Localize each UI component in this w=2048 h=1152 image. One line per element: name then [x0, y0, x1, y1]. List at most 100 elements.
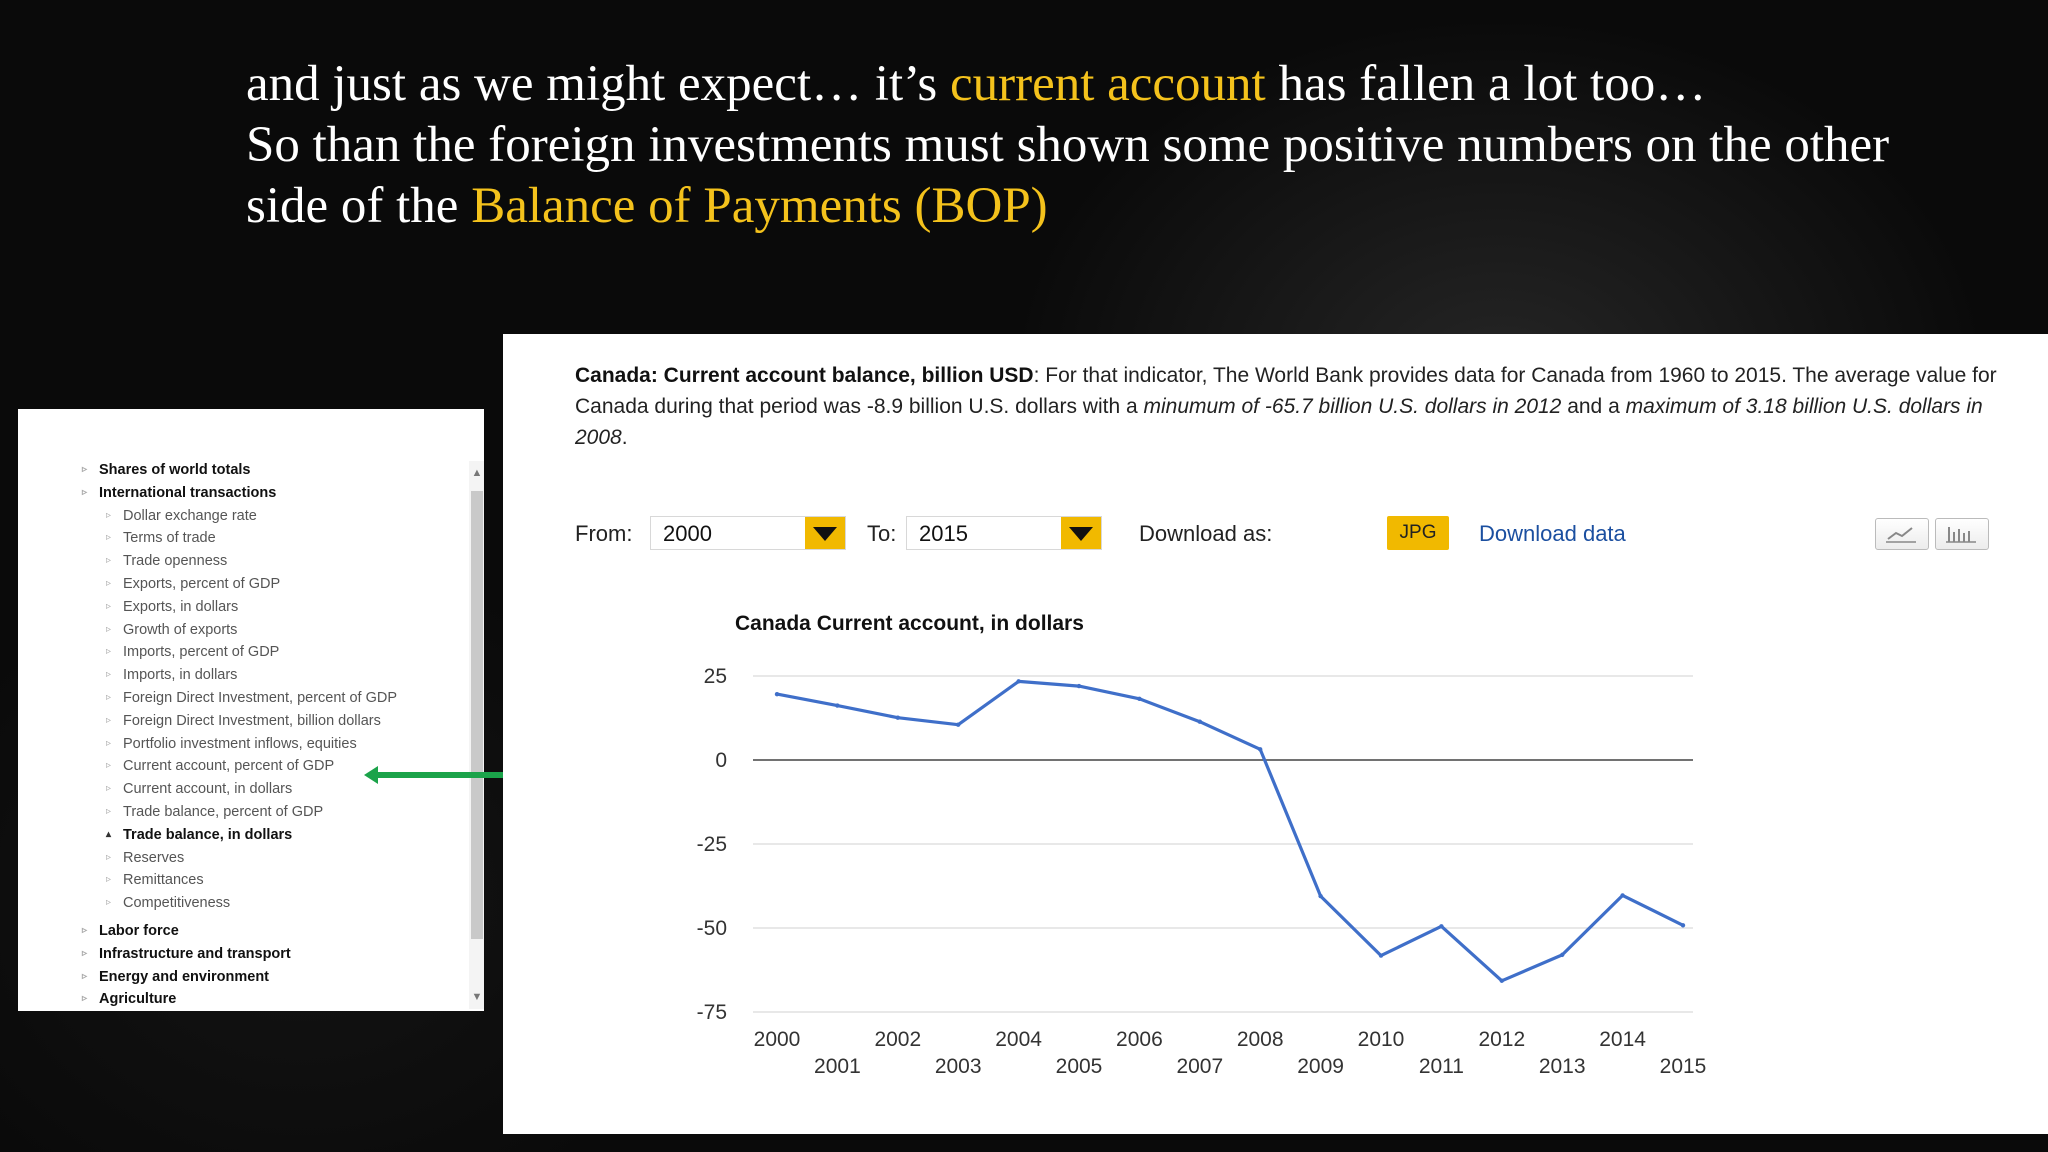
chevron-down-icon[interactable]	[1061, 517, 1101, 549]
collapsed-triangle-icon: ▹	[82, 464, 88, 475]
x-tick-label: 2005	[1056, 1055, 1103, 1078]
data-point	[1197, 719, 1202, 724]
chart-title: Canada Current account, in dollars	[735, 612, 1084, 635]
x-tick-label: 2008	[1237, 1028, 1284, 1051]
sidebar-item-label: Trade balance, percent of GDP	[123, 803, 324, 820]
sidebar-item[interactable]: ▹ Current account, in dollars	[18, 778, 458, 801]
sidebar-item[interactable]: ▹ Infrastructure and transport	[18, 943, 458, 966]
x-tick-label: 2011	[1419, 1055, 1464, 1078]
sidebar-item[interactable]: ▹ Energy and environment	[18, 966, 458, 989]
bar-chart-icon	[1946, 527, 1976, 543]
description-max: maximum of 3.18 billion U.S. dollars in …	[575, 395, 1983, 449]
sidebar-item[interactable]: ▹ Shares of world totals	[18, 459, 458, 482]
collapsed-triangle-icon: ▹	[106, 783, 112, 795]
sidebar-item[interactable]: ▹ Remittances	[18, 869, 458, 892]
chart-controls: From: 2000 To: 2015 Download as: JPG Dow…	[575, 516, 2035, 552]
sidebar-item-label: Exports, percent of GDP	[123, 575, 281, 592]
data-point	[1378, 953, 1384, 958]
sidebar-item[interactable]: ▹ Dollar exchange rate	[18, 505, 458, 528]
scroll-up-icon[interactable]: ▲	[471, 467, 483, 479]
sidebar-item[interactable]: ▴ Trade balance, in dollars	[18, 824, 458, 847]
sidebar-item[interactable]: ▹ Exports, percent of GDP	[18, 573, 458, 596]
collapsed-triangle-icon: ▹	[106, 532, 112, 544]
series-line	[776, 679, 1684, 983]
to-label: To:	[867, 521, 897, 546]
sidebar-item[interactable]: ▹ International transactions	[18, 482, 458, 505]
sidebar-item[interactable]: ▹ Portfolio investment inflows, equities	[18, 733, 458, 756]
scroll-thumb[interactable]	[471, 491, 483, 939]
x-tick-label: 2004	[995, 1028, 1042, 1051]
data-point	[1560, 952, 1565, 958]
scroll-down-icon[interactable]: ▼	[471, 991, 483, 1003]
sidebar-item-label: International transactions	[99, 484, 277, 501]
indicator-list: ▹ Shares of world totals ▹ International tr…	[18, 459, 458, 1011]
sidebar-item-label: Trade openness	[123, 553, 228, 570]
sidebar-item-label: Remittances	[123, 872, 204, 889]
collapsed-triangle-icon: ▹	[82, 486, 88, 498]
sidebar-item-label: Foreign Direct Investment, billion dolla…	[123, 712, 381, 729]
sidebar-item[interactable]: ▹ Labor force	[18, 920, 458, 943]
x-tick-label: 2002	[874, 1028, 921, 1051]
sidebar-item[interactable]: ▹ Imports, in dollars	[18, 664, 458, 687]
sidebar-item[interactable]: ▹ Reserves	[18, 847, 458, 870]
data-point	[895, 715, 900, 720]
x-tick-label: 2006	[1116, 1028, 1163, 1051]
line-chart-view-button[interactable]	[1875, 518, 1929, 550]
sidebar-item[interactable]: ▹ Foreign Direct Investment, percent of G…	[18, 687, 458, 710]
sidebar-item-label: Infrastructure and transport	[99, 945, 291, 962]
sidebar-item[interactable]: ▹ Agriculture	[18, 988, 458, 1011]
chevron-down-icon[interactable]	[805, 517, 845, 549]
sidebar-item-label: Shares of world totals	[99, 462, 251, 478]
indicator-sidebar: ▹ Shares of world totals ▹ International tr…	[18, 409, 484, 1011]
sidebar-item-label: Competitiveness	[123, 895, 231, 912]
data-point	[1499, 978, 1504, 983]
from-label: From:	[575, 521, 633, 546]
data-point	[1620, 893, 1625, 898]
sidebar-item[interactable]: ▹ Trade openness	[18, 550, 458, 573]
sidebar-item-label: Agriculture	[99, 991, 177, 1008]
collapsed-triangle-icon: ▹	[106, 874, 112, 886]
sidebar-item[interactable]: ▹ Foreign Direct Investment, billion doll…	[18, 710, 458, 733]
chart-panel: Canada: Current account balance, billion…	[503, 334, 2048, 1134]
sidebar-item[interactable]: ▹ Imports, percent of GDP	[18, 641, 458, 664]
collapsed-triangle-icon: ▹	[82, 947, 88, 959]
sidebar-item[interactable]: ▹ Trade balance, percent of GDP	[18, 801, 458, 824]
collapsed-triangle-icon: ▹	[106, 760, 112, 772]
download-as-label: Download as:	[1139, 521, 1273, 546]
headline-highlight-bop: Balance of Payments (BOP)	[471, 178, 1048, 234]
x-tick-label: 2003	[935, 1055, 982, 1078]
description-min: minumum of -65.7 billion U.S. dollars in…	[1143, 395, 1562, 418]
to-year-select[interactable]: 2015	[906, 516, 1102, 550]
sidebar-item-label: Dollar exchange rate	[123, 507, 257, 524]
sidebar-item[interactable]: ▹ Exports, in dollars	[18, 596, 458, 619]
collapsed-triangle-icon: ▹	[82, 924, 88, 936]
collapsed-triangle-icon: ▹	[106, 646, 112, 658]
headline-text-3: So than the foreign investments must sho…	[246, 117, 1890, 234]
x-tick-label: 2013	[1539, 1055, 1586, 1078]
collapsed-triangle-icon: ▹	[82, 970, 88, 982]
data-point	[1318, 893, 1323, 899]
download-jpg-button[interactable]: JPG	[1387, 516, 1449, 550]
sidebar-item-label: Reserves	[123, 849, 185, 866]
sidebar-item[interactable]: ▹ Terms of trade	[18, 527, 458, 550]
bar-chart-view-button[interactable]	[1935, 518, 1989, 550]
x-tick-label: 2000	[754, 1028, 801, 1051]
sidebar-item[interactable]: ▹ Competitiveness	[18, 892, 458, 915]
collapsed-triangle-icon: ▹	[106, 897, 112, 909]
line-chart-icon	[1886, 527, 1916, 543]
sidebar-item-label: Labor force	[99, 922, 179, 939]
headline-text-1: and just as we might expect… it’s	[246, 56, 950, 112]
from-year-select[interactable]: 2000	[650, 516, 846, 550]
data-point	[1258, 747, 1263, 752]
y-tick-label: -75	[697, 1001, 727, 1024]
indicator-title: Canada: Current account balance, billion…	[575, 364, 1034, 387]
sidebar-item[interactable]: ▹ Current account, percent of GDP	[18, 755, 458, 778]
headline-highlight-current-account: current account	[949, 56, 1266, 112]
data-point	[1439, 924, 1444, 929]
sidebar-item[interactable]: ▹ Growth of exports	[18, 619, 458, 642]
collapsed-triangle-icon: ▹	[82, 993, 88, 1005]
download-data-link[interactable]: Download data	[1479, 521, 1626, 546]
collapsed-triangle-icon: ▹	[106, 509, 112, 521]
sidebar-item-label: Growth of exports	[123, 621, 238, 638]
sidebar-scrollbar[interactable]: ▲ ▼	[469, 461, 484, 1009]
